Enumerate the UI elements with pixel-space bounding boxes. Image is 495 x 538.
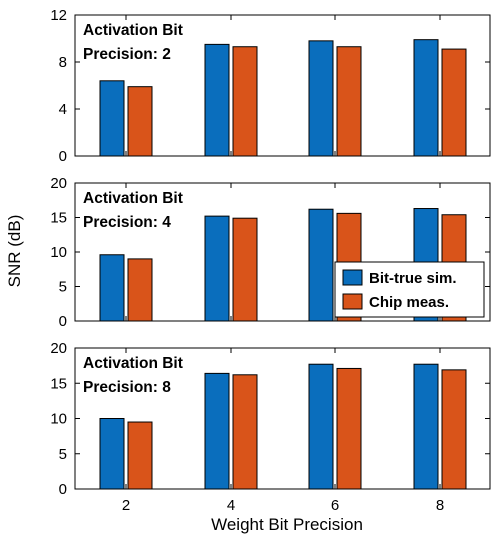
y-tick-label: 0 [59,313,67,330]
y-tick-label: 5 [59,279,67,296]
bar-bit-true-sim-4 [204,43,230,157]
y-tick-label: 4 [59,101,67,118]
bar-chip-meas-4 [232,46,258,157]
bar-chip-meas-8 [441,369,467,490]
x-axis-label: Weight Bit Precision [211,515,363,534]
bar-chip-meas-6 [336,46,362,157]
y-tick-label: 10 [50,411,67,428]
bar-bit-true-sim-4 [204,215,230,322]
y-tick-label: 15 [50,210,67,227]
legend: Bit-true sim. Chip meas. [334,261,485,318]
x-tick-label: 6 [331,497,339,514]
bar-bit-true-sim-6 [308,363,334,490]
bar-bit-true-sim-8 [413,363,439,490]
panel-annotation: Precision: 2 [83,46,171,63]
panel-annotation: Activation Bit [83,355,183,372]
bar-bit-true-sim-4 [204,372,230,490]
legend-label: Bit-true sim. [369,270,457,287]
bar-chip-meas-8 [441,48,467,157]
chart-panel-3: 0 5 10 15 20 Activation Bit Precision: 8 2 4 6 8 [50,340,491,514]
y-tick-label: 12 [50,7,67,24]
y-tick-label: 10 [50,244,67,261]
panel-annotation: Activation Bit [83,22,183,39]
x-tick-label: 4 [227,497,235,514]
bar-bit-true-sim-8 [413,39,439,157]
y-tick-label: 0 [59,481,67,498]
y-tick-label: 15 [50,375,67,392]
bar-bit-true-sim-2 [99,254,125,322]
legend-swatch [342,269,363,286]
x-tick-label: 2 [122,497,130,514]
bar-bit-true-sim-2 [99,418,125,490]
bar-chip-meas-6 [336,367,362,490]
bar-bit-true-sim-6 [308,208,334,322]
panel-annotation: Precision: 4 [83,214,171,231]
panel-annotation: Precision: 8 [83,379,171,396]
bar-chip-meas-2 [127,421,153,490]
legend-swatch [342,293,363,310]
y-tick-label: 20 [50,175,67,192]
y-tick-label: 8 [59,54,67,71]
y-tick-label: 5 [59,446,67,463]
y-tick-label: 0 [59,148,67,165]
bar-chip-meas-2 [127,86,153,157]
bar-chip-meas-4 [232,374,258,490]
chart-panel-1: 0 4 8 12 Activation Bit Precision: 2 [50,7,491,165]
bar-bit-true-sim-2 [99,80,125,157]
y-axis-label: SNR (dB) [5,215,24,288]
y-tick-label: 20 [50,340,67,357]
panel-annotation: Activation Bit [83,190,183,207]
bar-bit-true-sim-6 [308,40,334,157]
x-tick-label: 8 [436,497,444,514]
bar-chip-meas-4 [232,217,258,322]
bar-chip-meas-2 [127,258,153,322]
legend-label: Chip meas. [369,294,449,311]
